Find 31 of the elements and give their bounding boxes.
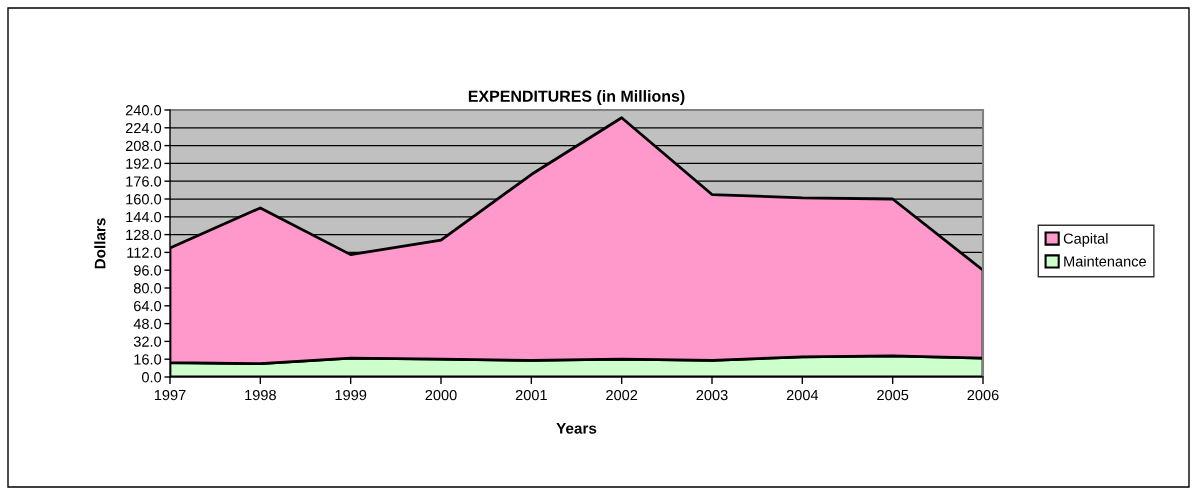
x-tick-label: 2002 (606, 389, 638, 401)
y-tick-label: 96.0 (133, 265, 162, 276)
y-tick-label: 208.0 (125, 140, 162, 152)
y-tick-label: 80.0 (133, 283, 162, 294)
x-tick-label: 1998 (245, 389, 276, 401)
y-tick-label: 32.0 (133, 336, 162, 347)
y-tick-label: 224.0 (125, 122, 162, 134)
y-tick-label: 48.0 (133, 318, 162, 330)
legend-label: Capital (1063, 233, 1108, 247)
x-tick-label: 2005 (877, 389, 909, 401)
x-tick-label: 2003 (696, 389, 728, 401)
y-tick-label: 176.0 (126, 176, 162, 187)
y-axis-title: Dollars (94, 218, 106, 269)
y-tick-label: 112.0 (127, 247, 162, 258)
x-tick-label: 2006 (967, 389, 999, 401)
x-tick-label: 2004 (786, 389, 819, 401)
x-tick-label: 1999 (335, 389, 367, 401)
y-tick-label: 128.0 (126, 229, 162, 241)
y-tick-label: 192.0 (126, 158, 162, 169)
x-tick-label: 2000 (425, 389, 457, 401)
y-tick-label: 0.0 (141, 372, 162, 383)
x-tick-label: 1997 (154, 389, 186, 401)
x-tick-label: 2001 (515, 389, 547, 401)
y-tick-label: 144.0 (126, 211, 162, 223)
y-tick-label: 160.0 (126, 194, 162, 205)
y-tick-label: 64.0 (134, 300, 162, 312)
y-tick-label: 16.0 (134, 354, 162, 365)
x-axis-title: Years (556, 423, 597, 434)
y-tick-label: 240.0 (125, 105, 162, 116)
chart-title: EXPENDITURES (in Millions) (468, 90, 685, 105)
legend-label: Maintenance (1064, 255, 1146, 267)
